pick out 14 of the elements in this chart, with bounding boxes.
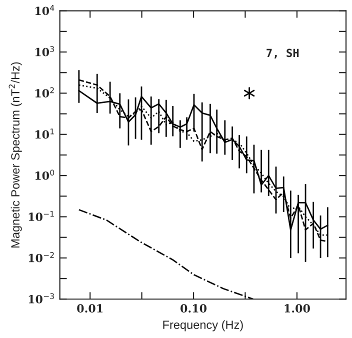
x-tick-label: 1.00	[284, 304, 310, 313]
y-axis-title: Magnetic Power Spectrum (nT$^{2}$/Hz)	[8, 62, 22, 248]
x-tick-label: 0.10	[180, 304, 207, 313]
y-tick-label: 10$^{0}$	[35, 170, 54, 180]
x-axis-title: Frequency (Hz)	[163, 320, 243, 332]
y-tick-label: 10$^{4}$	[35, 5, 54, 16]
y-tick-label: 10$^{3}$	[35, 46, 54, 56]
y-tick-label: 10$^{−3}$	[28, 293, 54, 304]
y-tick-label: 10$^{−2}$	[28, 252, 54, 262]
y-tick-label: 10$^{2}$	[35, 87, 54, 98]
annotation: 7, SH	[266, 48, 299, 59]
y-tick-label: 10$^{−1}$	[28, 210, 54, 222]
y-tick-label: 10$^{1}$	[35, 128, 54, 139]
x-tick-label: 0.01	[77, 304, 103, 313]
